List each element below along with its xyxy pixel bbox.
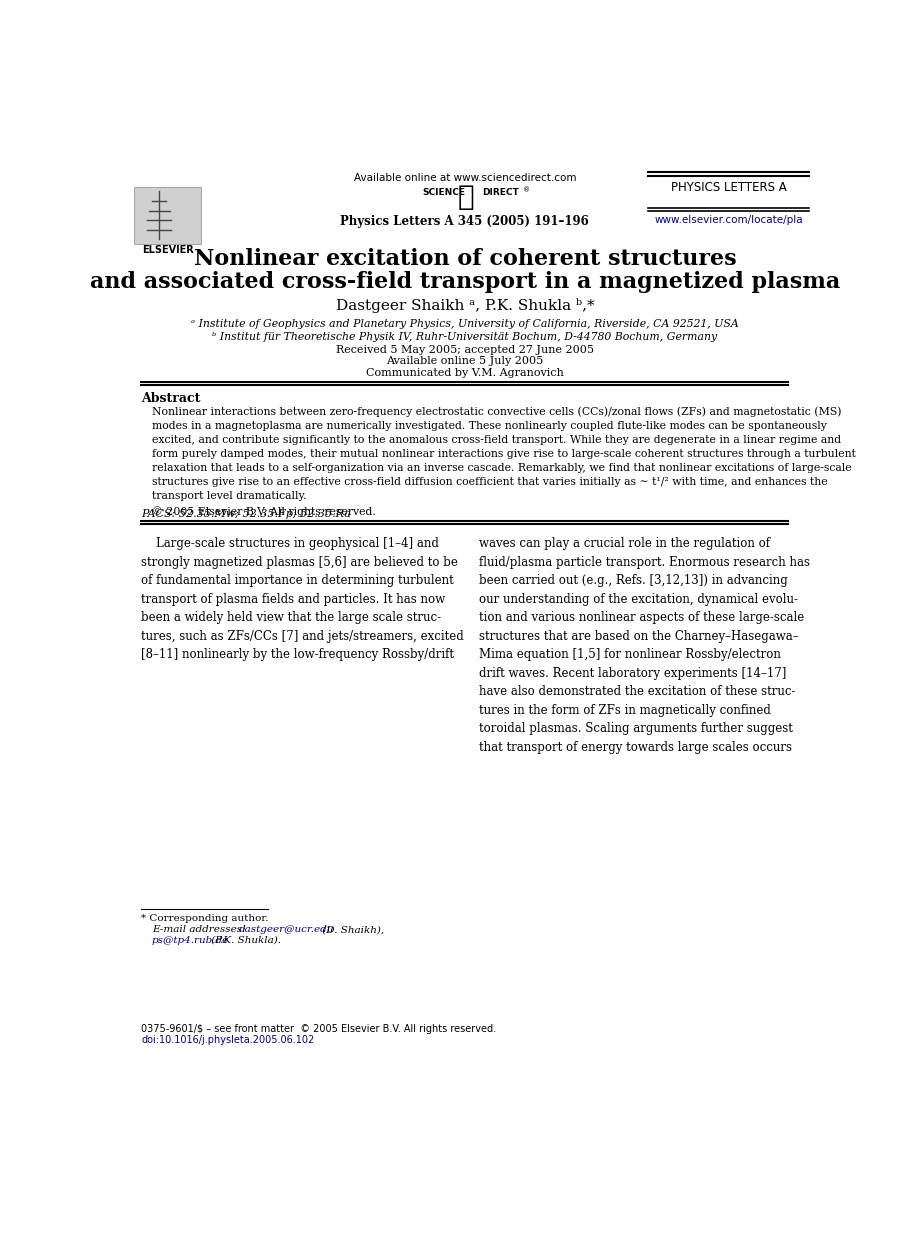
Text: Communicated by V.M. Agranovich: Communicated by V.M. Agranovich — [366, 368, 564, 378]
Text: Available online at www.sciencedirect.com: Available online at www.sciencedirect.co… — [354, 173, 576, 183]
Text: PACS: 52.35.Mw; 52.35.Fp; 52.35.Ra: PACS: 52.35.Mw; 52.35.Fp; 52.35.Ra — [141, 509, 351, 519]
Text: (P.K. Shukla).: (P.K. Shukla). — [208, 936, 280, 945]
Text: E-mail addresses:: E-mail addresses: — [152, 926, 249, 935]
Text: SCIENCE: SCIENCE — [423, 188, 465, 197]
Text: Nonlinear interactions between zero-frequency electrostatic convective cells (CC: Nonlinear interactions between zero-freq… — [152, 406, 856, 516]
Text: DIRECT: DIRECT — [483, 188, 519, 197]
Text: and associated cross-field transport in a magnetized plasma: and associated cross-field transport in … — [90, 271, 840, 292]
Text: ps@tp4.rub.de: ps@tp4.rub.de — [152, 936, 229, 945]
Text: Abstract: Abstract — [141, 391, 200, 405]
Text: Large-scale structures in geophysical [1–4] and
strongly magnetized plasmas [5,6: Large-scale structures in geophysical [1… — [141, 537, 464, 661]
Text: 0375-9601/$ – see front matter  © 2005 Elsevier B.V. All rights reserved.: 0375-9601/$ – see front matter © 2005 El… — [141, 1024, 497, 1034]
Text: ⓐ: ⓐ — [458, 183, 474, 210]
Text: PHYSICS LETTERS A: PHYSICS LETTERS A — [670, 181, 786, 194]
Text: Nonlinear excitation of coherent structures: Nonlinear excitation of coherent structu… — [193, 248, 736, 270]
Bar — [134, 187, 201, 244]
Text: doi:10.1016/j.physleta.2005.06.102: doi:10.1016/j.physleta.2005.06.102 — [141, 1035, 315, 1045]
Text: * Corresponding author.: * Corresponding author. — [141, 914, 269, 924]
Text: ᵇ Institut für Theoretische Physik IV, Ruhr-Universität Bochum, D-44780 Bochum, : ᵇ Institut für Theoretische Physik IV, R… — [212, 332, 717, 342]
Text: ELSEVIER: ELSEVIER — [142, 245, 194, 255]
Text: dastgeer@ucr.edu: dastgeer@ucr.edu — [239, 926, 334, 935]
Text: Received 5 May 2005; accepted 27 June 2005: Received 5 May 2005; accepted 27 June 20… — [336, 345, 594, 355]
Text: ᵃ Institute of Geophysics and Planetary Physics, University of California, River: ᵃ Institute of Geophysics and Planetary … — [191, 319, 738, 329]
Text: waves can play a crucial role in the regulation of
fluid/plasma particle transpo: waves can play a crucial role in the reg… — [479, 537, 810, 754]
Text: (D. Shaikh),: (D. Shaikh), — [318, 926, 384, 935]
Text: Dastgeer Shaikh ᵃ, P.K. Shukla ᵇ,*: Dastgeer Shaikh ᵃ, P.K. Shukla ᵇ,* — [336, 298, 594, 313]
Text: ®: ® — [523, 188, 531, 193]
Text: www.elsevier.com/locate/pla: www.elsevier.com/locate/pla — [654, 215, 803, 225]
Text: Physics Letters A 345 (2005) 191–196: Physics Letters A 345 (2005) 191–196 — [340, 215, 590, 228]
Text: Available online 5 July 2005: Available online 5 July 2005 — [386, 357, 543, 366]
